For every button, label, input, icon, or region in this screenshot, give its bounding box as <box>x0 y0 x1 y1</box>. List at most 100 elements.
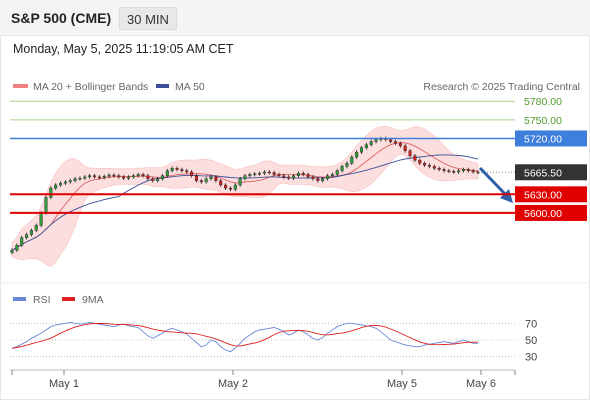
candle-body <box>170 168 174 171</box>
candle-body <box>253 173 257 176</box>
level-target: 5750.00 <box>10 115 562 127</box>
candle <box>160 173 165 181</box>
candle-body <box>29 230 33 235</box>
candle-body <box>374 139 378 142</box>
candle <box>243 173 247 181</box>
candle-body <box>20 237 24 246</box>
candle <box>15 243 19 253</box>
candle <box>97 175 101 180</box>
candle-body <box>452 171 456 173</box>
candle <box>63 180 67 185</box>
candle-body <box>272 172 276 175</box>
candle <box>413 153 417 163</box>
candle-body <box>359 147 364 153</box>
x-axis: May 1 May 2 May 5 May 6 <box>11 370 516 390</box>
candle <box>364 142 368 150</box>
candle-body <box>228 187 232 190</box>
candle <box>219 178 223 187</box>
rsi-ma-legend-swatch <box>62 297 75 301</box>
target-label: 5780.00 <box>524 96 562 108</box>
candle-body <box>447 170 451 172</box>
candle <box>282 173 286 179</box>
candle-body <box>68 180 72 183</box>
candle <box>117 173 121 179</box>
ma20-legend-swatch <box>13 84 28 88</box>
candle-body <box>321 178 325 181</box>
candle-body <box>49 187 53 198</box>
candle-body <box>423 163 427 166</box>
rsi-plot-area: 70 50 30 <box>10 318 537 364</box>
candle <box>408 149 412 158</box>
candle <box>136 172 140 178</box>
candle <box>427 163 431 169</box>
candle <box>403 144 407 153</box>
projection-arrow <box>478 166 513 203</box>
candle-body <box>175 168 179 170</box>
candle-body <box>10 249 14 253</box>
candle <box>34 223 38 233</box>
candle-body <box>97 176 101 179</box>
candle-body <box>287 176 291 179</box>
chart-header: S&P 500 (CME) 30 MIN <box>0 0 590 36</box>
rsi-axis-label: 50 <box>525 335 537 347</box>
candle-body <box>345 163 349 167</box>
candle-body <box>151 178 155 181</box>
candle-body <box>131 175 135 178</box>
pivot-label: 5720.00 <box>524 133 562 145</box>
support-tag <box>515 204 587 221</box>
candle <box>330 172 334 178</box>
candle-body <box>306 174 310 178</box>
candle <box>238 176 242 187</box>
candle-body <box>427 164 431 167</box>
candle <box>442 167 446 173</box>
candle <box>262 170 266 176</box>
support-label: 5630.00 <box>524 189 562 201</box>
candle <box>461 167 465 173</box>
x-tick-label: May 6 <box>466 378 496 390</box>
candle <box>122 175 126 181</box>
candle <box>359 145 364 154</box>
candle <box>253 171 257 177</box>
candle-body <box>194 175 198 181</box>
candle <box>214 175 218 183</box>
candle-body <box>59 182 63 186</box>
candle <box>267 170 271 175</box>
candle-body <box>258 173 262 175</box>
candle-body <box>136 174 140 176</box>
candle <box>102 174 106 180</box>
candle <box>393 139 398 146</box>
candle <box>151 176 155 183</box>
candle-body <box>262 171 266 174</box>
candle-body <box>364 144 368 148</box>
candle <box>180 167 184 173</box>
target-label: 5750.00 <box>524 115 562 127</box>
candle <box>25 232 29 240</box>
x-tick-label: May 5 <box>387 378 417 390</box>
rsi-axis-label: 30 <box>525 352 537 364</box>
candle-body <box>292 175 296 179</box>
candle-body <box>126 176 131 179</box>
candle-body <box>238 178 242 186</box>
candle <box>447 168 451 174</box>
candle-body <box>156 178 160 181</box>
candle <box>277 172 281 178</box>
last-price-tag <box>515 164 587 181</box>
candle <box>452 169 456 174</box>
candle <box>301 171 305 177</box>
candle <box>194 173 198 183</box>
candle-body <box>301 173 305 175</box>
candle-body <box>408 150 412 157</box>
level-support: 5600.00 <box>10 204 587 221</box>
candle <box>423 161 427 167</box>
x-tick-label: May 2 <box>218 378 248 390</box>
level-pivot: 5720.00 <box>10 130 587 147</box>
candle <box>175 166 179 172</box>
credit-text: Research © 2025 Trading Central <box>423 81 580 93</box>
rsi-line <box>11 322 478 353</box>
timeframe-button[interactable]: 30 MIN <box>119 7 177 30</box>
candle-body <box>209 176 213 179</box>
candle <box>199 178 203 184</box>
candle <box>321 176 325 183</box>
candle-body <box>224 184 228 189</box>
candle <box>88 173 92 179</box>
